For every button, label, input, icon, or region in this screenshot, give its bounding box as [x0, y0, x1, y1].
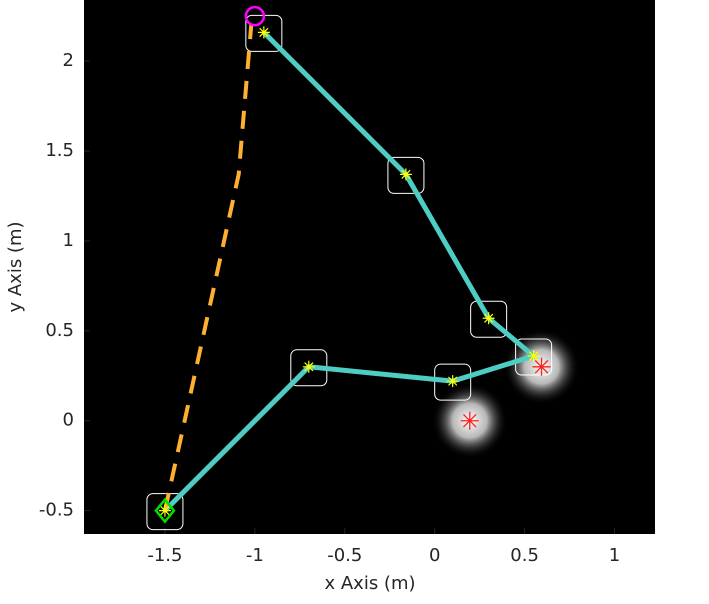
y-tick-label: 2 [63, 50, 74, 71]
waypoint-box [434, 363, 472, 401]
y-tick-label: 0.5 [45, 320, 74, 341]
reference-path [162, 25, 254, 512]
obstacle-marker [532, 357, 551, 376]
y-tick-label: 1.5 [45, 140, 74, 161]
y-tick-label: -0.5 [39, 500, 74, 521]
waypoint-box [470, 300, 508, 338]
y-tick-label: 0 [63, 410, 74, 431]
waypoint-box [387, 156, 425, 194]
x-tick-label: -1.5 [147, 545, 182, 566]
waypoint-marker [482, 312, 495, 325]
waypoint-box [146, 493, 184, 531]
waypoint-box [515, 338, 553, 376]
x-tick-label: -0.5 [327, 545, 362, 566]
x-tick-label: -1 [246, 545, 264, 566]
y-axis-label: y Axis (m) [5, 221, 26, 312]
waypoint-marker [158, 504, 171, 517]
obstacle-marker [460, 411, 479, 430]
x-tick-label: 0.5 [510, 545, 539, 566]
waypoint-marker [302, 360, 315, 373]
goal-marker [244, 5, 266, 27]
y-tick-label: 1 [63, 230, 74, 251]
waypoint-marker [527, 350, 540, 362]
x-tick-label: 0 [429, 545, 440, 566]
plot-area [84, 0, 655, 534]
x-tick-label: 1 [609, 545, 620, 566]
waypoint-marker [446, 375, 459, 388]
start-marker [154, 497, 176, 524]
waypoint-marker [399, 168, 412, 181]
waypoint-marker [257, 26, 270, 39]
x-axis-label: x Axis (m) [324, 573, 415, 594]
